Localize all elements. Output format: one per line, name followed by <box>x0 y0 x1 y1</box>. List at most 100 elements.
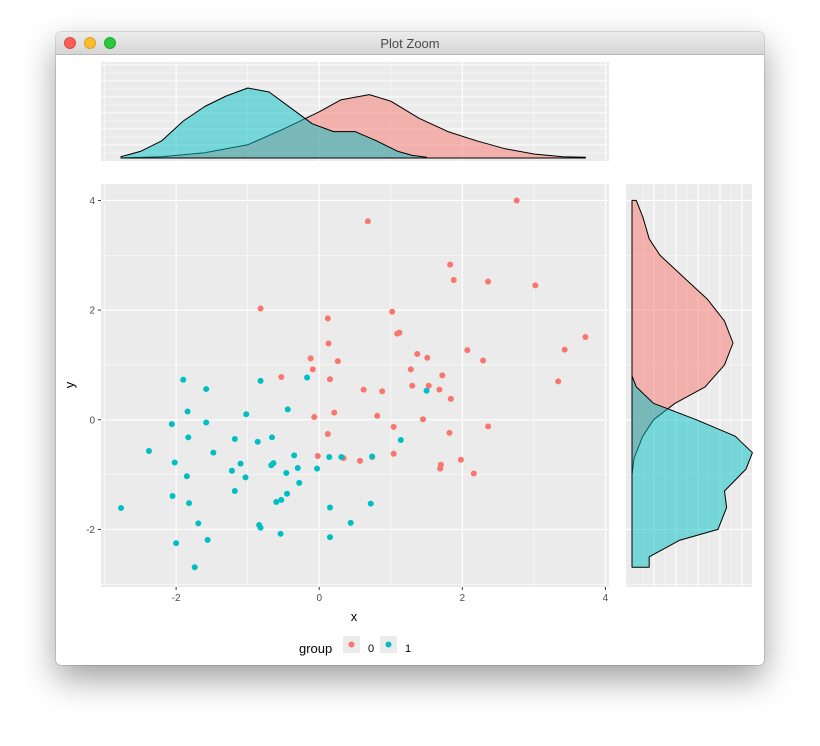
point-group-0 <box>532 282 539 289</box>
scatter-panel-background <box>101 184 609 587</box>
point-group-0 <box>414 350 421 357</box>
point-group-1 <box>237 460 244 467</box>
point-group-0 <box>331 409 338 416</box>
point-group-0 <box>470 470 477 477</box>
zoom-window-button[interactable] <box>104 37 116 49</box>
point-group-0 <box>357 457 364 464</box>
point-group-0 <box>409 382 416 389</box>
point-group-1 <box>254 438 261 445</box>
window-title: Plot Zoom <box>380 36 440 51</box>
point-group-1 <box>273 499 280 506</box>
point-group-1 <box>326 504 333 511</box>
minimize-window-button[interactable] <box>84 37 96 49</box>
point-group-1 <box>204 536 211 543</box>
point-group-1 <box>369 453 376 460</box>
point-group-0 <box>450 276 457 283</box>
point-group-0 <box>447 261 454 268</box>
point-group-0 <box>311 414 318 421</box>
point-group-1 <box>173 540 180 547</box>
point-group-1 <box>277 530 284 537</box>
y-tick-label: 0 <box>89 415 95 426</box>
point-group-0 <box>439 372 446 379</box>
point-group-0 <box>390 450 397 457</box>
legend-title: group <box>299 641 332 656</box>
point-group-0 <box>446 429 453 436</box>
point-group-1 <box>231 435 238 442</box>
point-group-1 <box>203 386 210 393</box>
title-bar[interactable]: Plot Zoom <box>56 32 764 55</box>
point-group-0 <box>379 388 386 395</box>
x-tick-label: 4 <box>603 593 609 604</box>
top-density-areas <box>120 87 586 159</box>
point-group-1 <box>171 459 178 466</box>
top-density-group-1 <box>120 87 427 159</box>
point-group-0 <box>396 329 403 336</box>
point-group-0 <box>425 382 432 389</box>
point-group-1 <box>242 474 249 481</box>
point-group-0 <box>307 355 314 362</box>
point-group-1 <box>168 421 175 428</box>
point-group-1 <box>184 408 191 415</box>
point-group-0 <box>437 465 444 472</box>
point-group-0 <box>407 366 414 373</box>
point-group-0 <box>582 333 589 340</box>
point-group-1 <box>243 411 250 418</box>
point-group-1 <box>257 377 264 384</box>
point-group-0 <box>457 456 464 463</box>
point-group-1 <box>326 454 333 461</box>
point-group-1 <box>291 452 298 459</box>
x-axis-title: x <box>351 609 358 624</box>
point-group-1 <box>314 465 321 472</box>
point-group-1 <box>296 479 303 486</box>
x-tick-label: -2 <box>172 593 181 604</box>
point-group-1 <box>268 462 275 469</box>
point-group-1 <box>210 449 217 456</box>
point-group-0 <box>555 378 562 385</box>
point-group-0 <box>364 218 371 225</box>
close-window-button[interactable] <box>64 37 76 49</box>
x-axis-ticks: -2 0 2 4 <box>172 587 609 604</box>
point-group-0 <box>419 416 426 423</box>
legend-key-point <box>385 641 392 648</box>
point-group-0 <box>374 412 381 419</box>
point-group-1 <box>338 454 345 461</box>
legend-key-point <box>348 641 355 648</box>
point-group-1 <box>228 467 235 474</box>
point-group-1 <box>284 406 291 413</box>
point-group-1 <box>145 448 152 455</box>
point-group-0 <box>424 354 431 361</box>
point-group-0 <box>447 395 454 402</box>
point-group-1 <box>347 519 354 526</box>
point-group-1 <box>257 524 264 531</box>
point-group-1 <box>284 490 291 497</box>
point-group-1 <box>423 387 430 394</box>
point-group-0 <box>325 340 332 347</box>
point-group-0 <box>480 357 487 364</box>
point-group-1 <box>118 505 125 512</box>
point-group-1 <box>294 465 301 472</box>
point-group-1 <box>186 500 193 507</box>
x-tick-label: 2 <box>460 593 466 604</box>
point-group-0 <box>390 423 397 430</box>
point-group-1 <box>283 469 290 476</box>
point-group-0 <box>257 305 264 312</box>
point-group-0 <box>314 452 321 459</box>
y-tick-label: 4 <box>89 196 95 207</box>
legend-label: 1 <box>405 643 411 655</box>
point-group-0 <box>324 315 331 322</box>
scatter-panel: -2 0 2 4 -2 0 2 4 x y <box>62 184 609 624</box>
point-group-0 <box>436 386 443 393</box>
point-group-1 <box>180 376 187 383</box>
point-group-1 <box>231 488 238 495</box>
x-tick-label: 0 <box>316 593 322 604</box>
point-group-0 <box>485 423 492 430</box>
point-group-1 <box>278 496 285 503</box>
right-density-areas <box>631 199 753 568</box>
point-group-1 <box>183 473 190 480</box>
point-group-1 <box>397 437 404 444</box>
point-group-1 <box>203 419 210 426</box>
point-group-0 <box>464 347 471 354</box>
point-group-0 <box>485 278 492 285</box>
